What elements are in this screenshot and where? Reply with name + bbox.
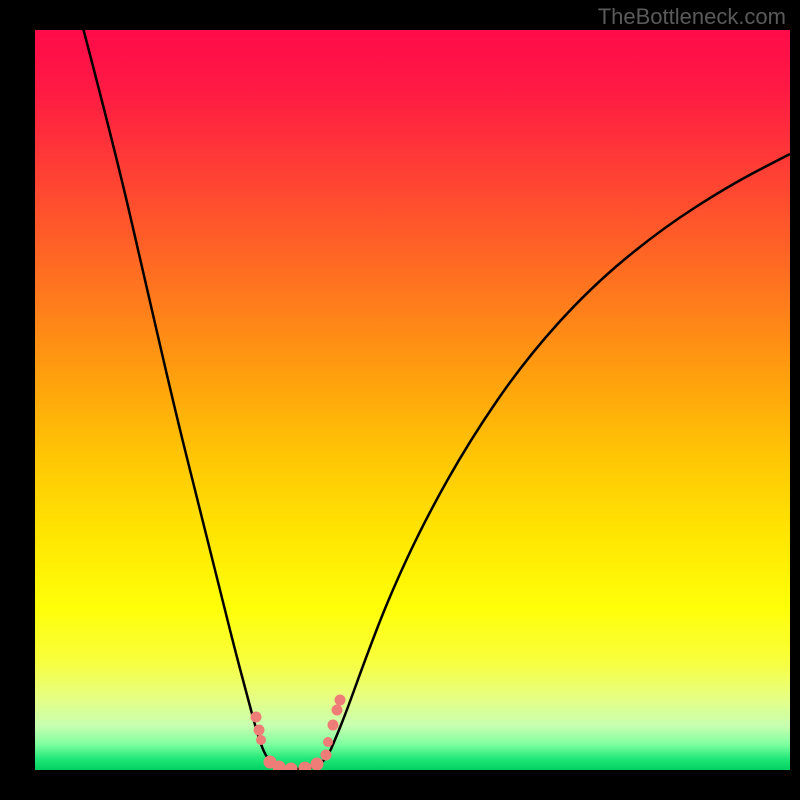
data-marker — [335, 695, 345, 705]
data-marker — [328, 720, 338, 730]
watermark-text: TheBottleneck.com — [598, 4, 786, 30]
chart-svg — [35, 30, 790, 770]
data-marker — [321, 750, 331, 760]
data-marker — [251, 712, 261, 722]
data-marker — [257, 736, 266, 745]
data-marker — [273, 761, 285, 770]
data-marker — [332, 705, 342, 715]
bottleneck-chart — [35, 30, 790, 770]
gradient-background — [35, 30, 790, 770]
data-marker — [324, 738, 333, 747]
data-marker — [254, 725, 264, 735]
data-marker — [299, 762, 311, 770]
data-marker — [311, 758, 323, 770]
data-marker — [285, 763, 297, 770]
